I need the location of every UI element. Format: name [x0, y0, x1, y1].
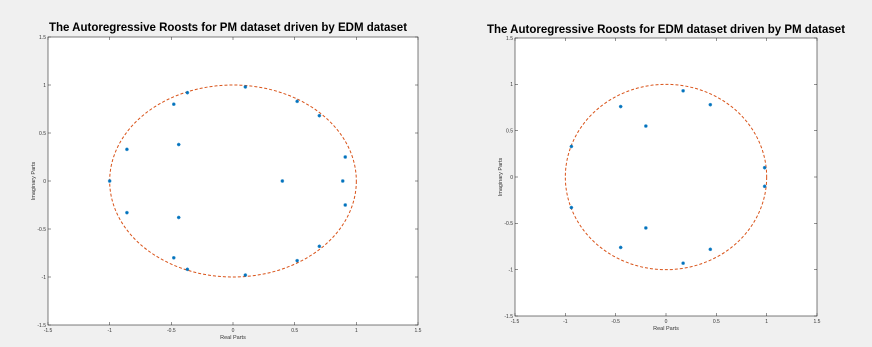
data-point	[125, 210, 129, 215]
data-point	[295, 99, 299, 104]
x-tick-label: -1	[563, 319, 568, 325]
data-point	[762, 165, 767, 170]
x-tick-label: 1	[765, 319, 768, 325]
y-axis-label: Imaginary Parts	[498, 157, 504, 196]
y-tick-label: 1.5	[506, 36, 513, 42]
data-point	[340, 179, 345, 183]
x-tick-label: 0.5	[713, 319, 720, 325]
data-point	[708, 102, 713, 107]
y-tick-label: 0	[43, 179, 46, 185]
data-point	[644, 124, 648, 128]
x-tick-label: -1.5	[44, 328, 53, 334]
x-axis-label: Real Parts	[220, 335, 246, 341]
x-tick-label: -1	[107, 328, 112, 334]
y-tick-label: 1.5	[39, 35, 46, 41]
y-tick-label: 0.5	[39, 131, 46, 137]
data-point	[243, 85, 248, 89]
data-point	[176, 215, 181, 220]
data-point	[125, 147, 129, 152]
data-point	[569, 144, 574, 149]
chart-title: The Autoregressive Roosts for EDM datase…	[487, 24, 845, 36]
x-tick-label: 1.5	[415, 328, 422, 334]
x-tick-label: -0.5	[167, 328, 176, 334]
data-point	[569, 205, 574, 210]
x-tick-label: 0.5	[291, 328, 298, 334]
y-tick-label: -1	[509, 267, 514, 273]
data-point	[681, 261, 685, 265]
data-point	[681, 89, 685, 93]
data-point	[280, 179, 285, 183]
data-point	[317, 113, 322, 118]
data-point	[343, 203, 348, 207]
y-tick-label: 0.5	[506, 128, 513, 134]
x-tick-label: 0	[665, 319, 668, 325]
data-point	[185, 267, 190, 272]
data-point	[618, 104, 623, 109]
x-tick-label: 1	[355, 328, 358, 334]
x-tick-label: 0	[232, 328, 235, 334]
chart-panel-right: The Autoregressive Roosts for EDM datase…	[436, 0, 872, 347]
data-point	[172, 255, 176, 260]
data-point	[708, 247, 713, 252]
plot-area	[47, 36, 419, 326]
data-point	[243, 273, 248, 277]
y-tick-label: -1.5	[37, 323, 46, 329]
x-tick-label: 1.5	[814, 319, 821, 325]
chart-title: The Autoregressive Roosts for PM dataset…	[49, 22, 407, 34]
data-point	[172, 102, 176, 106]
data-point	[176, 142, 181, 147]
data-point	[295, 258, 299, 263]
y-tick-label: 1	[510, 82, 513, 88]
x-tick-label: -1.5	[511, 319, 520, 325]
y-tick-label: -1.5	[504, 314, 513, 320]
y-axis-label: Imaginary Parts	[31, 161, 37, 200]
unit-circle	[564, 83, 768, 271]
y-tick-label: -1	[42, 275, 47, 281]
y-tick-label: 1	[43, 83, 46, 89]
x-axis-label: Real Parts	[653, 326, 679, 332]
scatter-chart-left: The Autoregressive Roosts for PM dataset…	[31, 22, 422, 341]
plot-area	[514, 37, 818, 317]
scatter-chart-right: The Autoregressive Roosts for EDM datase…	[487, 24, 845, 332]
y-tick-label: -0.5	[37, 227, 46, 233]
y-tick-label: 0	[510, 175, 513, 181]
data-point	[762, 184, 767, 189]
data-point	[185, 90, 190, 95]
x-tick-label: -0.5	[611, 319, 620, 325]
data-point	[343, 155, 348, 159]
data-point	[618, 245, 623, 250]
data-point	[317, 244, 322, 249]
y-tick-label: -0.5	[504, 221, 513, 227]
data-point	[644, 226, 648, 230]
data-point	[107, 179, 112, 183]
chart-panel-left: The Autoregressive Roosts for PM dataset…	[31, 22, 422, 341]
